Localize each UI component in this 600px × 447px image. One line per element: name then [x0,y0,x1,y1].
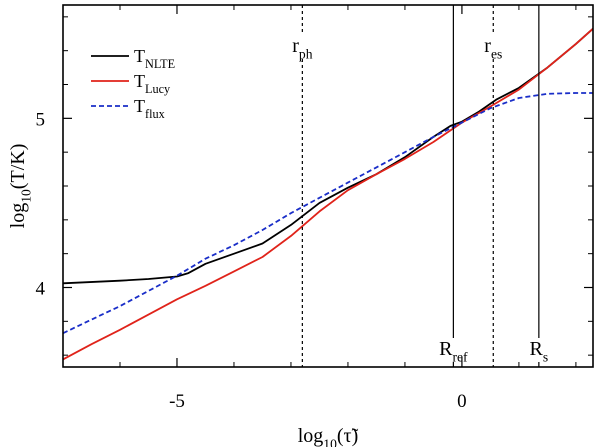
y-axis-label: log10(T/K) [7,144,33,229]
series-line-nlte [63,28,593,285]
y-tick-label: 4 [36,278,46,299]
y-tick-label: 5 [36,109,46,130]
series-line-flux [63,92,593,335]
vline-label-s: Rs [530,338,549,364]
tick-layer: -5 0 4 5 [36,5,593,412]
vline-label-es: res [484,35,502,61]
series-line-lucy [63,28,593,361]
series-layer [63,28,593,361]
legend-label-nlte: TNLTE [134,46,175,71]
x-tick-label: -5 [169,391,185,412]
x-tick-label: 0 [457,391,467,412]
plot-frame [62,4,594,368]
vline-label-ph: rph [292,35,312,61]
vline-label-ref: Rref [439,338,468,364]
legend-label-lucy: TLucy [134,71,171,96]
vline-layer: rph res Rref Rs [286,5,551,367]
axis-labels: log10(τ̃) log10(T/K) [7,144,359,447]
x-axis-label: log10(τ̃) [298,425,359,447]
legend-label-flux: Tflux [134,96,165,121]
